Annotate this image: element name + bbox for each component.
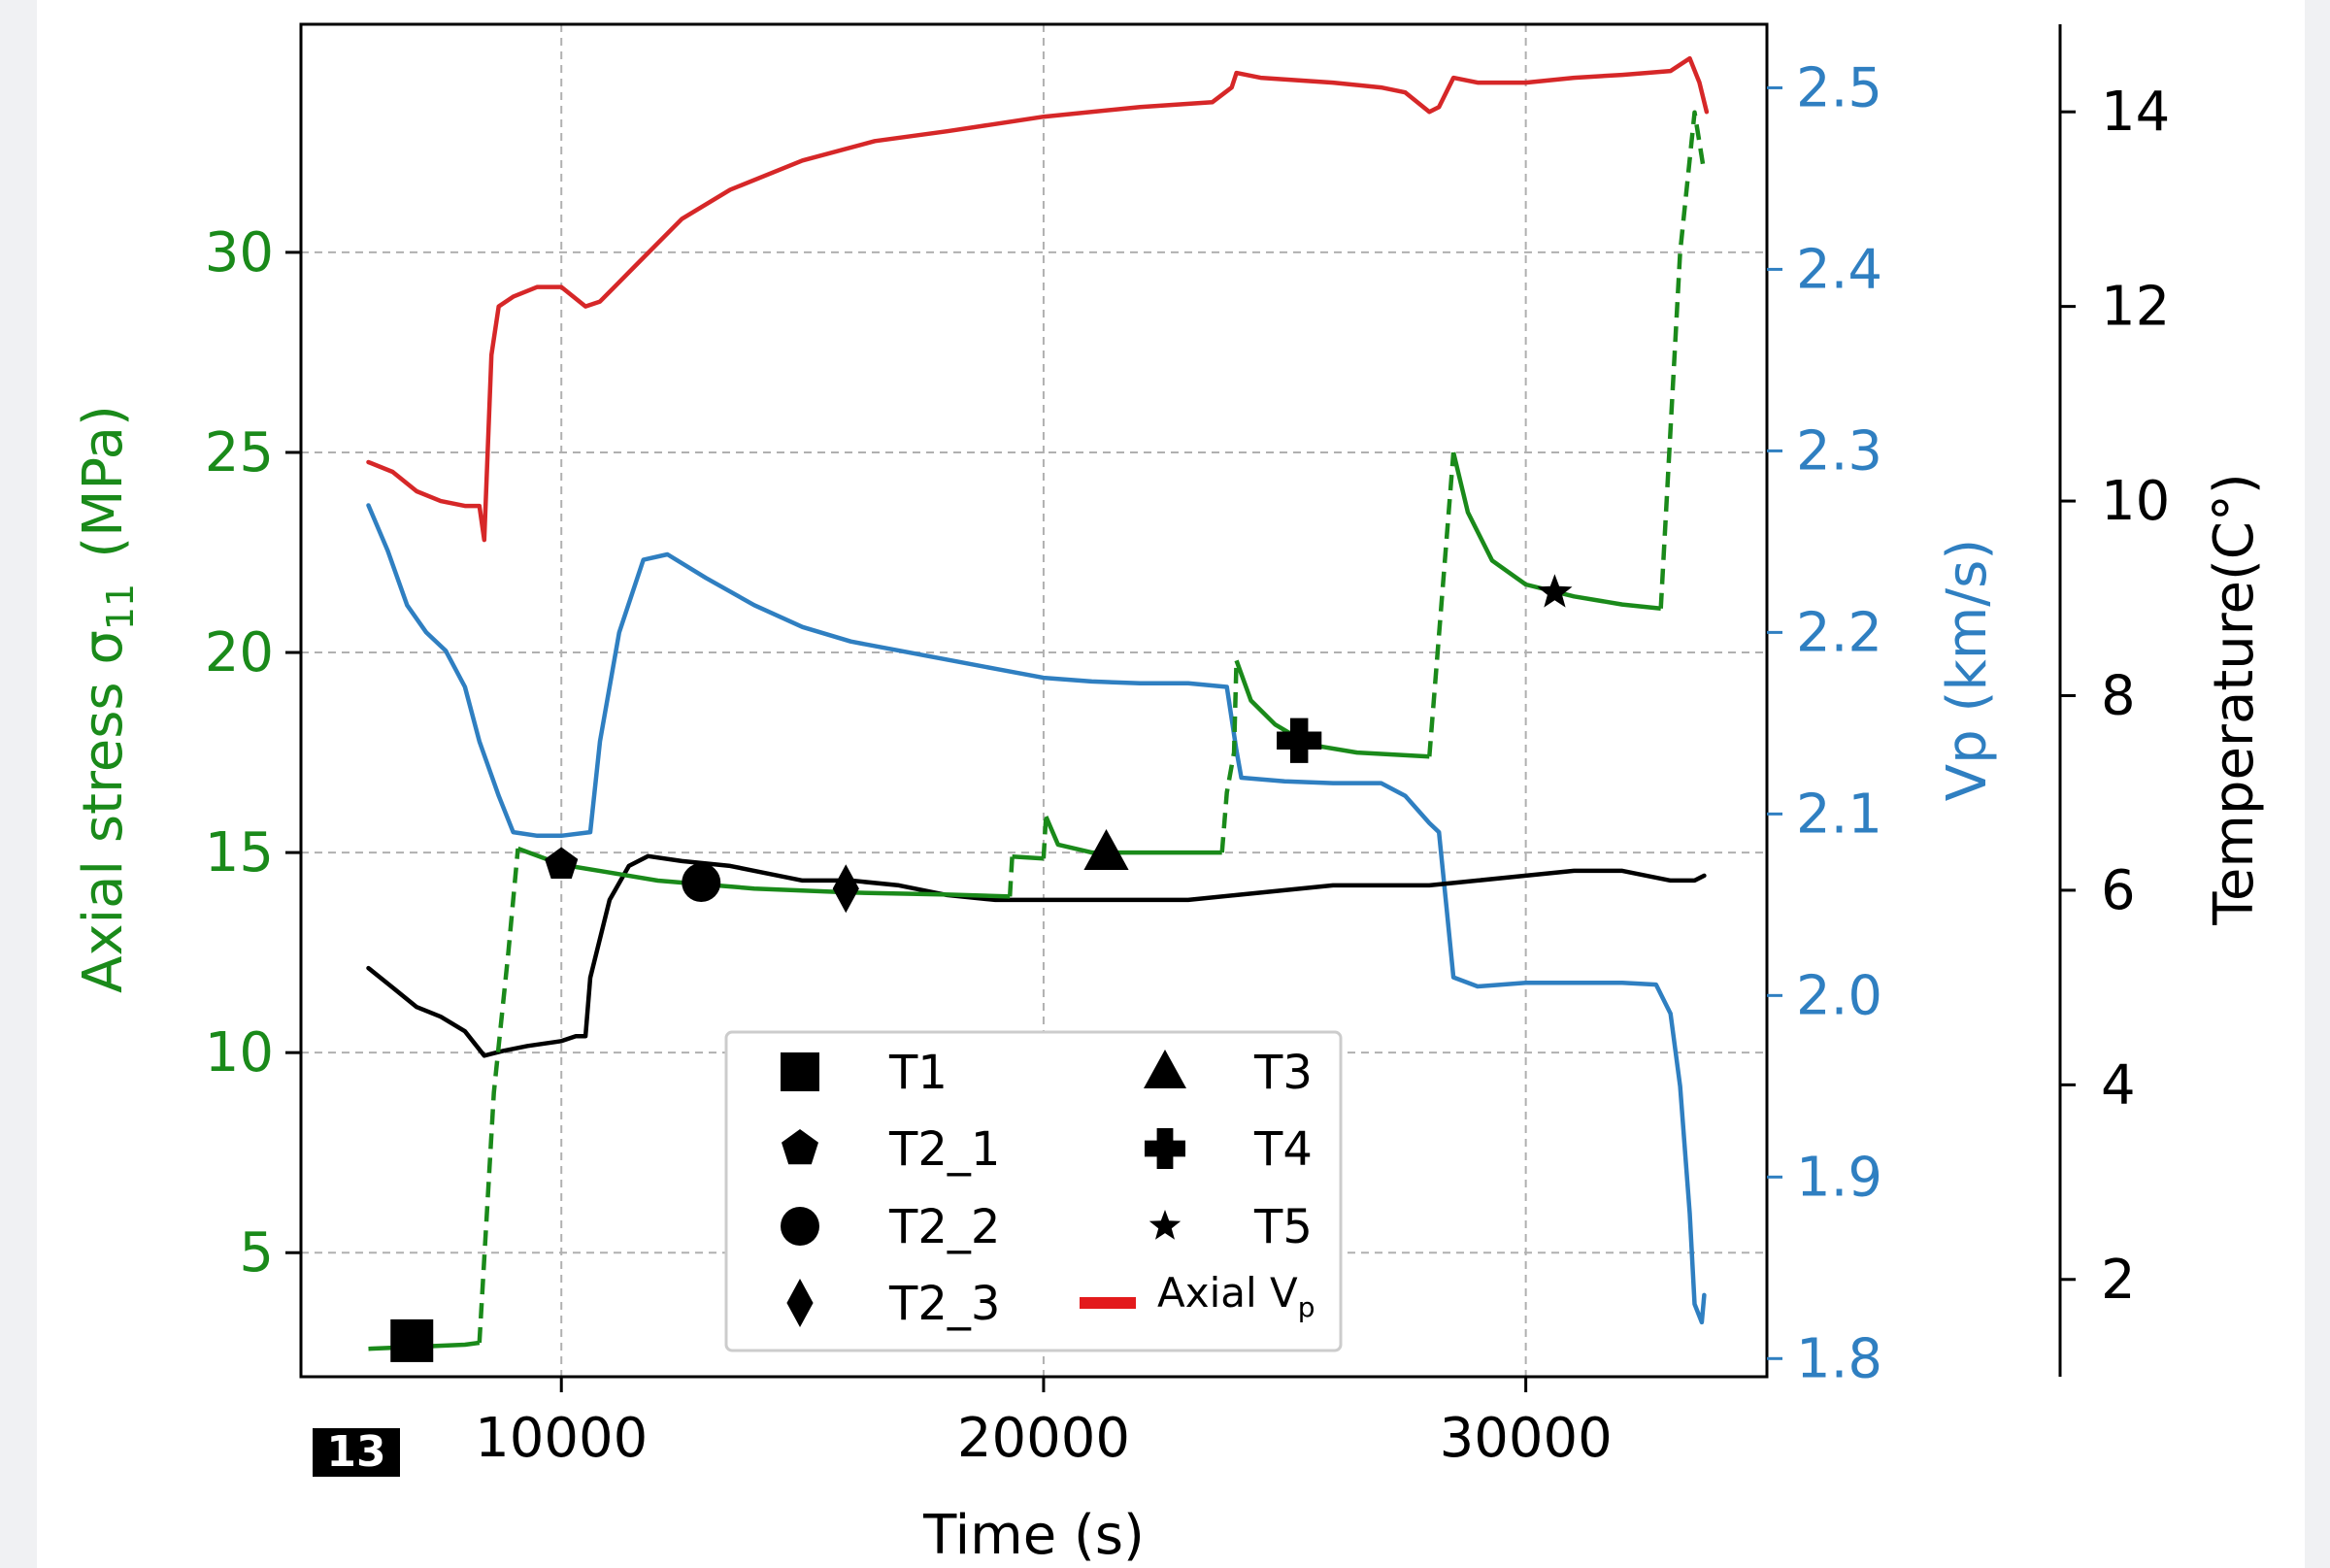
legend-label: T5 [1253,1200,1313,1254]
legend-item-t1: T1 [781,1046,948,1100]
legend-plus-icon [1145,1128,1185,1169]
x-tick-label: 20000 [957,1407,1130,1470]
legend-item-t2-2: T2_2 [781,1200,1000,1254]
legend: T1 T2_1 T2_2 T2_3 T3 T4 T5 Axial Vp [724,1030,1343,1352]
legend-item-t3: T3 [1144,1046,1313,1100]
vp-tick-label: 2.0 [1796,964,1882,1027]
legend-star-icon [1148,1210,1182,1240]
x-tick-label: 10000 [475,1407,648,1470]
legend-label: Axial Vp [1157,1269,1315,1323]
legend-box [724,1030,1343,1352]
stress-tick-label: 25 [205,421,274,484]
temperature-tick-label: 2 [2101,1249,2136,1312]
legend-circle-icon [781,1207,819,1246]
series-axial-stress-line-segment [1450,451,1661,611]
axes-layer: 5 10 15 20 25 30 Axial stress σ11(MPa) 1.8 1.9 2.… [72,24,2266,1567]
legend-label: T4 [1253,1122,1313,1177]
series-axial-stress-line-segment [1219,660,1239,853]
series-vp-line [366,503,1707,1325]
legend-item-t5: T5 [1148,1200,1313,1254]
vp-tick-label: 2.2 [1796,601,1882,664]
legend-red-line-icon [1080,1297,1136,1309]
legend-item-axial-v: Axial Vp [1080,1269,1315,1323]
vp-tick-label: 2.5 [1796,56,1882,119]
legend-item-t4: T4 [1145,1122,1313,1177]
marker-t2-1 [545,847,579,879]
series-axial-stress-line-segment [477,848,520,1344]
series-axial-stress-line-segment [1427,451,1456,757]
series-axial-stress-line-segment [1007,856,1015,897]
marker-t2-3 [832,864,859,914]
series-axial-stress-line-segment [1041,816,1048,859]
vp-axis-label: Vp (km/s) [1936,539,1999,801]
legend-item-t2-1: T2_1 [782,1122,1000,1177]
legend-pentagon-icon [782,1129,818,1165]
vp-tick-label: 2.1 [1796,783,1882,846]
marker-t5 [1537,574,1573,608]
series-axial-stress-line-segment [1012,853,1045,861]
vp-tick-label: 2.3 [1796,419,1882,483]
temperature-tick-label: 12 [2101,276,2170,339]
temperature-tick-label: 6 [2101,859,2136,922]
legend-label: T1 [888,1046,948,1100]
stress-tick-label: 10 [205,1021,274,1084]
temperature-tick-label: 10 [2101,470,2170,533]
legend-diamond-icon [786,1279,814,1327]
marker-t4 [1277,717,1322,763]
plot-frame [299,22,1769,1379]
marker-t3 [1083,828,1129,870]
legend-label: T2_3 [888,1277,1000,1331]
series-axial-stress-line-segment [1044,816,1222,855]
legend-square-icon [781,1052,819,1091]
legend-label: T2_2 [888,1200,1000,1254]
legend-triangle-icon [1144,1050,1186,1088]
legend-label: T3 [1253,1046,1313,1100]
series-temperature-line [366,853,1707,1058]
marker-t1 [390,1318,434,1362]
temperature-tick-label: 14 [2101,81,2170,144]
vp-tick-label: 2.4 [1796,238,1882,301]
temperature-tick-label: 8 [2101,664,2136,727]
marker-t2-2 [682,863,721,903]
x-axis-label: Time (s) [922,1504,1145,1567]
stress-tick-label: 30 [205,221,274,284]
series-axial-stress-line-segment [1234,659,1430,759]
legend-label: T2_1 [888,1122,1000,1177]
figure-badge: 13 [313,1428,400,1477]
legend-item-t2-3: T2_3 [786,1277,1000,1331]
temperature-tick-label: 4 [2101,1053,2136,1117]
x-tick-label: 30000 [1440,1407,1613,1470]
stress-tick-label: 20 [205,621,274,684]
stress-tick-label: 15 [205,821,274,884]
markers-layer [390,574,1573,1362]
vp-tick-label: 1.8 [1796,1327,1882,1390]
series-axial-stress-line-segment [1658,110,1707,609]
stress-axis-label: Axial stress σ11(MPa) [72,405,142,993]
series-axial-vp-line [366,55,1710,543]
temperature-axis-label: Temperature(C°) [2203,473,2266,926]
stress-tick-label: 5 [239,1221,274,1284]
vp-tick-label: 1.9 [1796,1146,1882,1209]
